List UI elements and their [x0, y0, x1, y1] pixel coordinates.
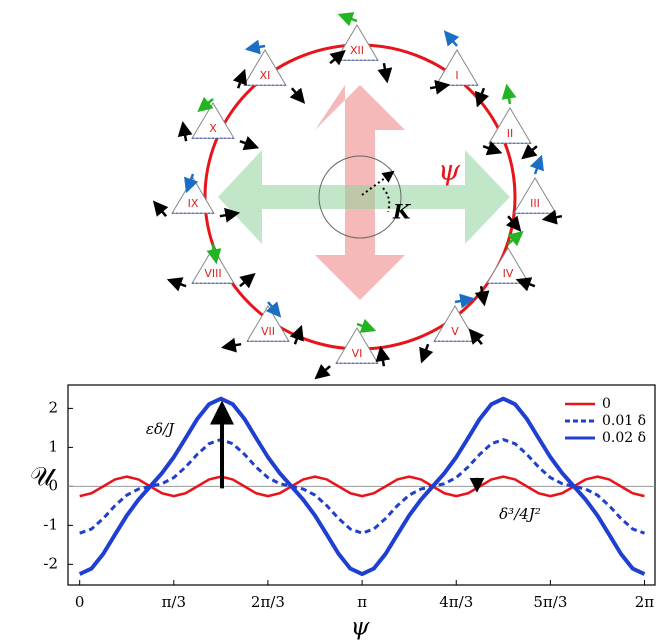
spin-arrow [232, 68, 248, 89]
spin-arrow [541, 209, 563, 225]
series-line [79, 438, 645, 535]
y-tick-label: 2 [48, 398, 58, 416]
spin-arrow [377, 62, 393, 84]
node-label: III [530, 197, 540, 210]
node-label: V [451, 325, 459, 338]
spin-arrow [289, 324, 304, 345]
x-axis-label: ψ [351, 613, 371, 641]
spin-arrow [239, 273, 256, 289]
spin-arrow [337, 12, 358, 27]
horizontal-double-arrow [218, 150, 510, 244]
node-label: IX [188, 197, 199, 210]
psi-label: ψ [438, 154, 461, 187]
spin-arrow [289, 87, 306, 104]
spin-arrow [468, 328, 485, 346]
spin-arrow [184, 173, 199, 194]
y-tick-label: -2 [43, 554, 58, 572]
plot-frame [67, 384, 656, 586]
spin-arrow [239, 136, 260, 151]
y-tick-label: -1 [43, 515, 58, 533]
y-tick-label: 1 [48, 437, 58, 455]
spin-arrow [474, 87, 490, 108]
node-label: XII [350, 44, 364, 57]
k-label: K [392, 200, 412, 224]
spin-arrow [356, 318, 377, 333]
annotation: δ³/4J² [499, 505, 541, 523]
x-tick-label: 2π [635, 593, 655, 611]
spin-arrow [474, 285, 490, 307]
spin-arrow [505, 215, 522, 232]
x-tick-label: 4π/3 [439, 593, 473, 611]
node-label: VII [261, 325, 275, 338]
spin-arrow [152, 200, 169, 218]
node-label: X [209, 122, 217, 135]
node-label: IV [503, 267, 514, 280]
spin-arrow [501, 83, 517, 105]
spin-arrow [482, 141, 503, 156]
spin-arrow [419, 343, 434, 364]
spin-arrow [314, 363, 331, 380]
x-tick-label: 0 [75, 593, 85, 611]
legend-label: 0 [602, 396, 611, 412]
spin-arrow [206, 243, 222, 265]
spin-arrow [443, 30, 460, 47]
spin-arrow [429, 79, 451, 95]
spin-arrow [529, 154, 544, 175]
series-line [78, 396, 646, 577]
y-axis-label: 𝒰 [30, 462, 57, 492]
x-tick-label: π [357, 593, 367, 611]
k-vector [361, 170, 395, 196]
node-label: XI [260, 69, 271, 82]
node-label: II [507, 127, 514, 140]
spin-arrow [375, 346, 391, 367]
spin-arrow [220, 337, 242, 353]
spin-arrow [197, 96, 214, 113]
spin-arrow [219, 207, 241, 223]
legend-label: 0.02 δ [602, 430, 646, 446]
node-label: VIII [204, 267, 221, 280]
spin-arrow [265, 301, 282, 318]
annotation: εδ/J [146, 420, 175, 438]
x-tick-label: 2π/3 [251, 593, 285, 611]
spin-arrow [515, 277, 536, 292]
series-line [79, 475, 645, 498]
spin-arrow [244, 39, 266, 55]
legend-label: 0.01 δ [602, 413, 646, 429]
node-label: VI [352, 347, 363, 360]
x-tick-label: π/3 [162, 593, 186, 611]
x-tick-label: 5π/3 [533, 593, 567, 611]
small-circle [318, 155, 402, 239]
spin-arrow [177, 121, 193, 142]
node-label: I [455, 69, 458, 82]
spin-arrow [166, 277, 187, 292]
y-tick-label: 0 [48, 476, 58, 494]
spin-arrow [454, 293, 476, 309]
spin-arrow [329, 50, 346, 66]
spin-arrow [507, 230, 524, 247]
spin-arrow [521, 143, 538, 160]
